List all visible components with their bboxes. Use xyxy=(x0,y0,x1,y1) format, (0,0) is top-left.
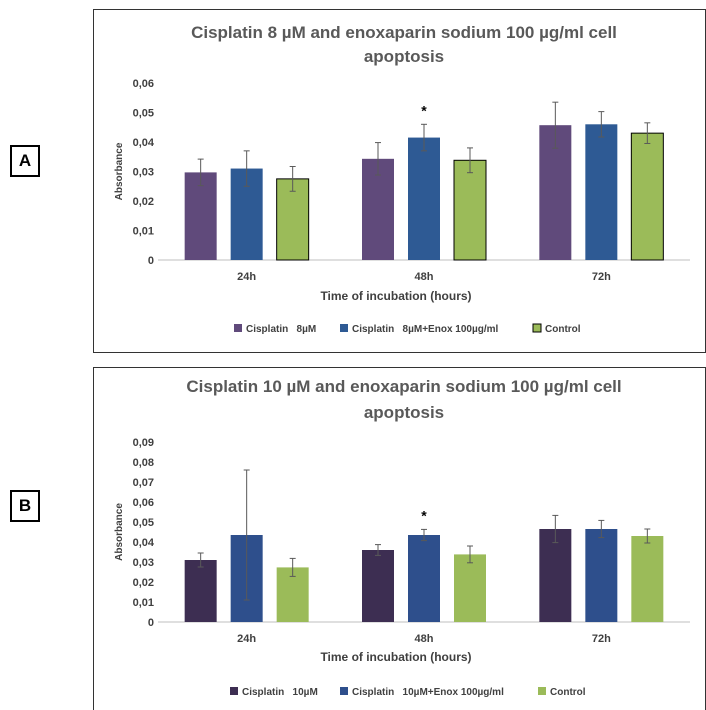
x-tick-label-b: 48h xyxy=(415,633,434,645)
bar-a-72h-series-2 xyxy=(585,124,618,260)
y-tick-label-b: 0,07 xyxy=(133,477,154,489)
bar-a-24h-series-1 xyxy=(184,172,217,260)
bar-b-72h-series-1 xyxy=(539,529,572,622)
chart-title-b-line-2: apoptosis xyxy=(364,403,444,422)
significance-marker-a: * xyxy=(421,102,427,118)
y-tick-label-b: 0,03 xyxy=(133,557,154,569)
legend-label-a-1: Cisplatin 8µM xyxy=(246,324,316,335)
legend-swatch-b-3 xyxy=(538,687,546,695)
chart-b-svg: Cisplatin 10 µM and enoxaparin sodium 10… xyxy=(114,377,690,698)
y-tick-label-b: 0,04 xyxy=(133,537,155,549)
y-tick-label-a: 0,06 xyxy=(133,78,154,90)
chart-title-b-line-1: Cisplatin 10 µM and enoxaparin sodium 10… xyxy=(186,377,621,396)
bar-b-48h-series-1 xyxy=(362,550,394,622)
panel-label-a: A xyxy=(10,145,40,177)
bar-a-72h-series-3 xyxy=(630,132,664,261)
y-tick-label-b: 0,02 xyxy=(133,577,154,589)
bar-a-48h-series-1 xyxy=(362,158,394,260)
chart-title-a-line-2: apoptosis xyxy=(364,47,444,66)
y-tick-label-a: 0 xyxy=(148,255,154,267)
legend-label-a-2: Cisplatin 8µM+Enox 100µg/ml xyxy=(352,324,499,335)
y-tick-label-a: 0,03 xyxy=(133,167,154,179)
bar-b-24h-series-1 xyxy=(184,560,217,622)
chart-panel-a: Cisplatin 8 µM and enoxaparin sodium 100… xyxy=(93,9,706,353)
legend-label-b-1: Cisplatin 10µM xyxy=(242,687,318,698)
chart-a-svg: Cisplatin 8 µM and enoxaparin sodium 100… xyxy=(114,23,690,335)
y-axis-label-a: Absorbance xyxy=(114,142,125,200)
legend-label-b-2: Cisplatin 10µM+Enox 100µg/ml xyxy=(352,687,504,698)
chart-panel-b: Cisplatin 10 µM and enoxaparin sodium 10… xyxy=(93,367,706,710)
x-tick-label-b: 24h xyxy=(237,633,256,645)
y-tick-label-b: 0,06 xyxy=(133,497,154,509)
x-axis-label-a: Time of incubation (hours) xyxy=(320,289,471,303)
legend-swatch-a-2 xyxy=(340,324,348,332)
bar-a-24h-series-3 xyxy=(276,178,310,261)
y-tick-label-b: 0,09 xyxy=(133,437,154,449)
y-tick-label-a: 0,02 xyxy=(133,196,154,208)
bar-b-48h-series-3 xyxy=(454,554,486,622)
legend-label-b-3: Control xyxy=(550,687,586,698)
panel-label-b: B xyxy=(10,490,40,522)
y-tick-label-b: 0,01 xyxy=(133,597,154,609)
y-tick-label-a: 0,05 xyxy=(133,108,154,120)
legend-swatch-a-1 xyxy=(234,324,242,332)
legend-label-a-3: Control xyxy=(545,324,581,335)
y-tick-label-b: 0 xyxy=(148,617,154,629)
y-tick-label-b: 0,05 xyxy=(133,517,154,529)
legend-swatch-a-3 xyxy=(532,323,542,333)
y-tick-label-a: 0,04 xyxy=(133,137,155,149)
y-tick-label-b: 0,08 xyxy=(133,457,154,469)
x-tick-label-a: 72h xyxy=(592,271,611,283)
bar-b-48h-series-2 xyxy=(408,535,440,622)
legend-swatch-b-1 xyxy=(230,687,238,695)
legend-swatch-b-2 xyxy=(340,687,348,695)
y-tick-label-a: 0,01 xyxy=(133,226,154,238)
x-axis-label-b: Time of incubation (hours) xyxy=(320,650,471,664)
x-tick-label-b: 72h xyxy=(592,633,611,645)
y-axis-label-b: Absorbance xyxy=(114,503,125,561)
bar-a-48h-series-2 xyxy=(408,137,440,260)
bar-b-72h-series-3 xyxy=(631,536,664,622)
x-tick-label-a: 48h xyxy=(415,271,434,283)
significance-marker-b: * xyxy=(421,507,427,523)
bar-a-48h-series-3 xyxy=(453,159,487,261)
x-tick-label-a: 24h xyxy=(237,271,256,283)
chart-title-a-line-1: Cisplatin 8 µM and enoxaparin sodium 100… xyxy=(191,23,617,42)
bar-b-72h-series-2 xyxy=(585,529,618,622)
